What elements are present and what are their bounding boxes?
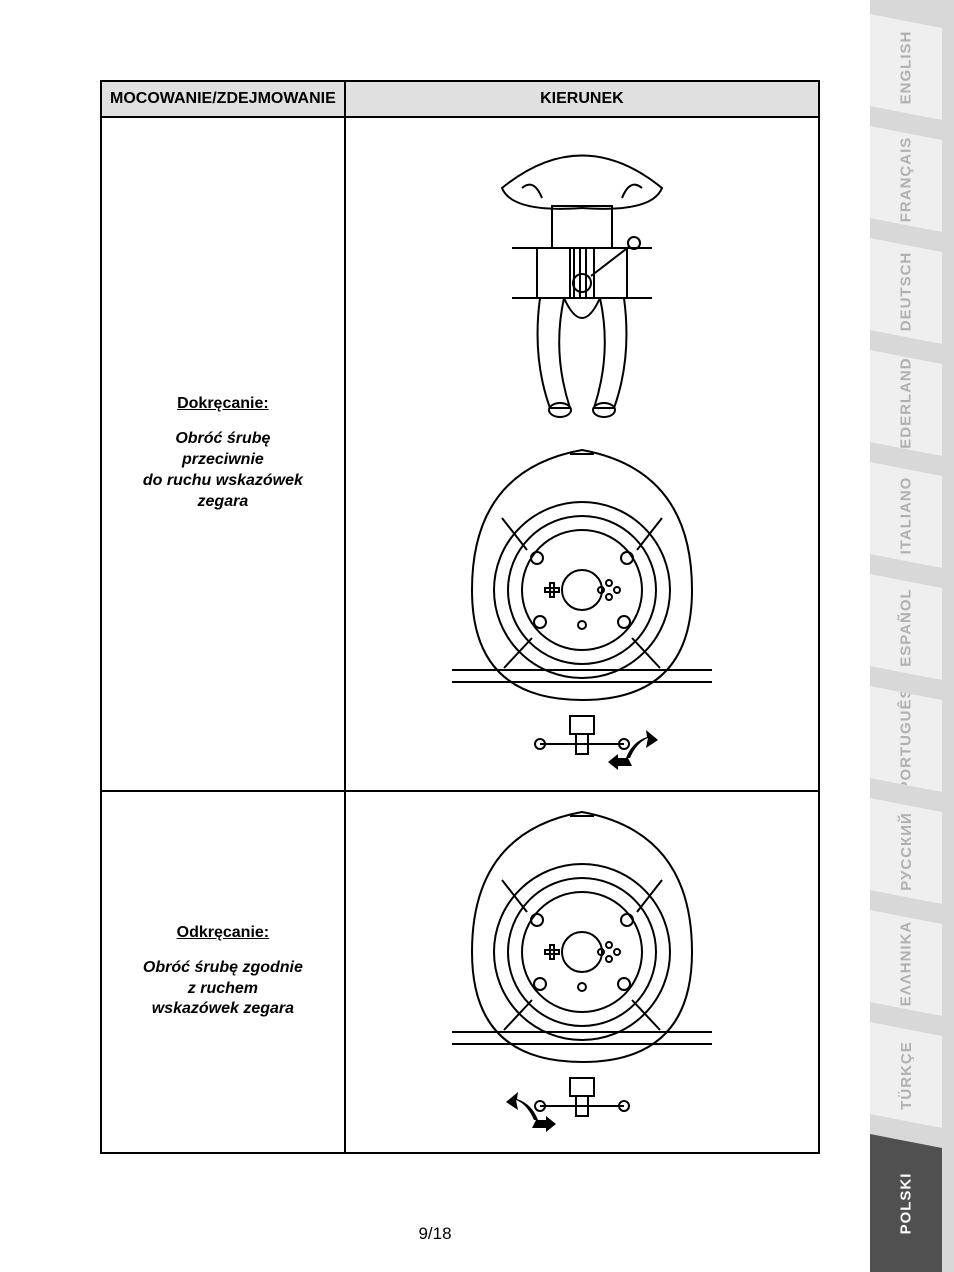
tab-portugues[interactable]: PORTUGUÊS bbox=[870, 686, 942, 792]
loosen-diagrams-cell bbox=[345, 791, 819, 1153]
clamp-rear-diagram bbox=[442, 128, 722, 428]
tab-polski[interactable]: POLSKI bbox=[870, 1134, 942, 1272]
tighten-diagrams-cell bbox=[345, 117, 819, 791]
loosen-label-cell: Odkręcanie: Obróć śrubę zgodnie z ruchem… bbox=[101, 791, 345, 1153]
loosen-title: Odkręcanie: bbox=[112, 924, 334, 942]
wheel-front-loosen-diagram bbox=[432, 802, 732, 1142]
tab-espanol[interactable]: ESPAÑOL bbox=[870, 574, 942, 680]
tab-english[interactable]: ENGLISH bbox=[870, 14, 942, 120]
tighten-body: Obróć śrubę przeciwnie do ruchu wskazówe… bbox=[112, 429, 334, 512]
tab-greek[interactable]: ΕΛΛΗΝΙΚΑ bbox=[870, 910, 942, 1016]
wheel-front-tighten-diagram bbox=[432, 440, 732, 780]
page-number: 9/18 bbox=[0, 1224, 870, 1244]
header-left: MOCOWANIE/ZDEJMOWANIE bbox=[101, 81, 345, 117]
header-right: KIERUNEK bbox=[345, 81, 819, 117]
tab-francais[interactable]: FRANÇAIS bbox=[870, 126, 942, 232]
instruction-table: MOCOWANIE/ZDEJMOWANIE KIERUNEK Dokręcani… bbox=[100, 80, 820, 1154]
tighten-title: Dokręcanie: bbox=[112, 395, 334, 413]
tab-russian[interactable]: РУССКИЙ bbox=[870, 798, 942, 904]
loosen-body: Obróć śrubę zgodnie z ruchem wskazówek z… bbox=[112, 958, 334, 1020]
tighten-label-cell: Dokręcanie: Obróć śrubę przeciwnie do ru… bbox=[101, 117, 345, 791]
tab-italiano[interactable]: ITALIANO bbox=[870, 462, 942, 568]
tab-turkce[interactable]: TÜRKÇE bbox=[870, 1022, 942, 1128]
language-tabs: ENGLISH FRANÇAIS DEUTSCH NEDERLANDS ITAL… bbox=[870, 0, 954, 1272]
tab-deutsch[interactable]: DEUTSCH bbox=[870, 238, 942, 344]
tab-nederlands[interactable]: NEDERLANDS bbox=[870, 350, 942, 456]
